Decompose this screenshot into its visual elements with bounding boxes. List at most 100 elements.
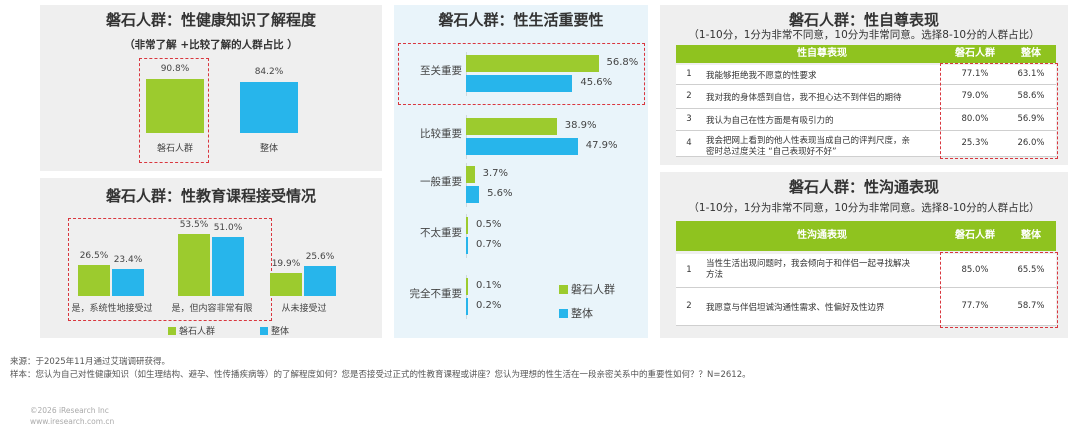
row-value-all: 58.7% xyxy=(1017,301,1045,311)
row-text: 我认为自己在性方面是有吸引力的 xyxy=(706,116,834,126)
row-number: 2 xyxy=(686,91,692,101)
row-value-rock: 85.0% xyxy=(961,265,989,275)
communication-highlight xyxy=(940,252,1058,328)
education-bar xyxy=(112,268,144,296)
row-value-rock: 25.3% xyxy=(961,138,989,148)
header-col-all: 整体 xyxy=(1021,230,1041,241)
education-legend-all: 整体 xyxy=(260,324,289,337)
legend-swatch-green xyxy=(559,284,568,294)
importance-legend-all: 整体 xyxy=(559,305,593,321)
knowledge-bar xyxy=(146,78,204,133)
row-value-rock: 77.7% xyxy=(961,301,989,311)
legend-label: 磐石人群 xyxy=(571,283,615,296)
importance-value-label: 45.6% xyxy=(580,77,613,88)
importance-value-label: 0.2% xyxy=(476,300,502,311)
row-value-rock: 79.0% xyxy=(961,91,989,101)
importance-value-label: 38.9% xyxy=(564,120,597,131)
header-col-topic: 性沟通表现 xyxy=(797,230,847,241)
row-text: 当性生活出现问题时，我会倾向于和伴侣一起寻找解决 xyxy=(706,259,911,269)
importance-bar xyxy=(466,186,480,203)
importance-category-label: 完全不重要 xyxy=(409,288,463,300)
header-col-rock: 磐石人群 xyxy=(955,48,995,59)
importance-value-label: 0.5% xyxy=(476,219,502,230)
selfesteem-highlight xyxy=(940,63,1058,159)
education-legend-rock: 磐石人群 xyxy=(168,324,215,337)
knowledge-value-label: 90.8% xyxy=(160,63,190,74)
education-value-label: 23.4% xyxy=(113,254,143,265)
importance-value-label: 56.8% xyxy=(606,57,639,68)
knowledge-highlight xyxy=(139,58,209,163)
importance-value-label: 3.7% xyxy=(482,168,509,179)
education-category-label: 是，系统性地接受过 xyxy=(71,304,153,314)
row-text: 我会把网上看到的他人性表现当成自己的评判尺度，亲 xyxy=(706,136,911,146)
legend-swatch-blue xyxy=(559,308,568,318)
importance-value-label: 0.1% xyxy=(476,280,502,291)
footer-source: 来源：于2025年11月通过艾瑞调研获得。 xyxy=(10,357,170,367)
communication-subtitle: （1-10分，1分为非常不同意，10分为非常同意。选择8-10分的人群占比） xyxy=(688,202,1040,214)
legend-label: 磐石人群 xyxy=(179,327,216,337)
education-title: 磐石人群：性教育课程接受情况 xyxy=(105,187,316,205)
importance-axis-line xyxy=(466,275,467,319)
communication-title: 磐石人群：性沟通表现 xyxy=(788,178,939,196)
knowledge-bar xyxy=(240,82,298,133)
knowledge-panel: 磐石人群：性健康知识了解程度 （非常了解 +比较了解的人群占比 ） 90.8% 磐… xyxy=(40,5,382,171)
row-text-line2: 密时总过度关注 “自己表现好不好” xyxy=(706,147,837,157)
knowledge-title: 磐石人群：性健康知识了解程度 xyxy=(105,11,316,29)
row-number: 1 xyxy=(686,69,692,79)
knowledge-subtitle: （非常了解 +比较了解的人群占比 ） xyxy=(124,39,298,51)
importance-bar xyxy=(466,138,578,155)
importance-bar xyxy=(466,166,475,183)
education-category-label: 是，但内容非常有限 xyxy=(171,304,253,314)
row-value-rock: 77.1% xyxy=(961,69,989,79)
importance-category-label: 至关重要 xyxy=(420,65,462,77)
table-row: 1 我能够拒绝我不愿意的性要求 77.1% 63.1% xyxy=(676,65,1056,85)
header-col-rock: 磐石人群 xyxy=(955,230,995,241)
education-value-label: 25.6% xyxy=(305,252,335,263)
importance-axis-line xyxy=(466,214,467,258)
row-number: 2 xyxy=(686,301,692,311)
row-text-line2: 方法 xyxy=(706,270,724,280)
importance-bar xyxy=(466,75,573,92)
legend-label: 整体 xyxy=(271,327,290,337)
selfesteem-panel: 磐石人群：性自尊表现 （1-10分，1分为非常不同意，10分为非常同意。选择8-… xyxy=(660,5,1068,165)
row-number: 4 xyxy=(686,138,692,148)
row-number: 3 xyxy=(686,114,692,124)
header-col-topic: 性自尊表现 xyxy=(797,48,847,59)
importance-category-label: 一般重要 xyxy=(420,176,462,188)
row-value-all: 63.1% xyxy=(1017,69,1045,79)
education-value-label: 19.9% xyxy=(271,258,301,269)
importance-axis-line xyxy=(466,52,467,96)
row-number: 1 xyxy=(686,265,692,275)
row-text: 我能够拒绝我不愿意的性要求 xyxy=(706,71,817,81)
footer-copyright: ©2026 iResearch Inc xyxy=(30,406,109,415)
legend-swatch-blue xyxy=(260,326,268,335)
education-value-label: 53.5% xyxy=(179,219,209,230)
education-category-label: 从未接受过 xyxy=(281,304,327,314)
table-row: 2 我对我的身体感到自信，我不担心达不到伴侣的期待 79.0% 58.6% xyxy=(676,85,1056,109)
importance-title: 磐石人群：性生活重要性 xyxy=(438,11,604,29)
importance-bar xyxy=(466,55,599,72)
education-bar xyxy=(212,236,244,296)
selfesteem-subtitle: （1-10分，1分为非常不同意，10分为非常同意。选择8-10分的人群占比） xyxy=(688,29,1040,41)
education-value-label: 26.5% xyxy=(79,251,109,262)
importance-axis-line xyxy=(466,115,467,159)
row-value-all: 58.6% xyxy=(1017,91,1045,101)
education-bar xyxy=(304,266,336,296)
importance-bar xyxy=(466,237,468,254)
education-bar xyxy=(78,265,110,296)
header-col-all: 整体 xyxy=(1021,48,1041,59)
knowledge-value-label: 84.2% xyxy=(254,67,284,78)
row-text: 我对我的身体感到自信，我不担心达不到伴侣的期待 xyxy=(706,93,902,103)
importance-value-label: 5.6% xyxy=(487,188,513,199)
footer-website: www.iresearch.com.cn xyxy=(30,417,115,426)
legend-label: 整体 xyxy=(571,307,593,320)
table-row: 2 我愿意与伴侣坦诚沟通性需求、性偏好及性边界 77.7% 58.7% xyxy=(676,288,1056,326)
education-panel: 磐石人群：性教育课程接受情况 26.5% 23.4% 是，系统性地接受过 53.5% 5… xyxy=(40,178,382,338)
importance-bar xyxy=(466,217,468,234)
table-row: 3 我认为自己在性方面是有吸引力的 80.0% 56.9% xyxy=(676,109,1056,131)
importance-value-label: 47.9% xyxy=(585,140,618,151)
row-value-all: 56.9% xyxy=(1017,114,1045,124)
importance-category-label: 比较重要 xyxy=(420,128,462,140)
communication-panel: 磐石人群：性沟通表现 （1-10分，1分为非常不同意，10分为非常同意。选择8-… xyxy=(660,172,1068,338)
importance-bar xyxy=(466,298,468,315)
